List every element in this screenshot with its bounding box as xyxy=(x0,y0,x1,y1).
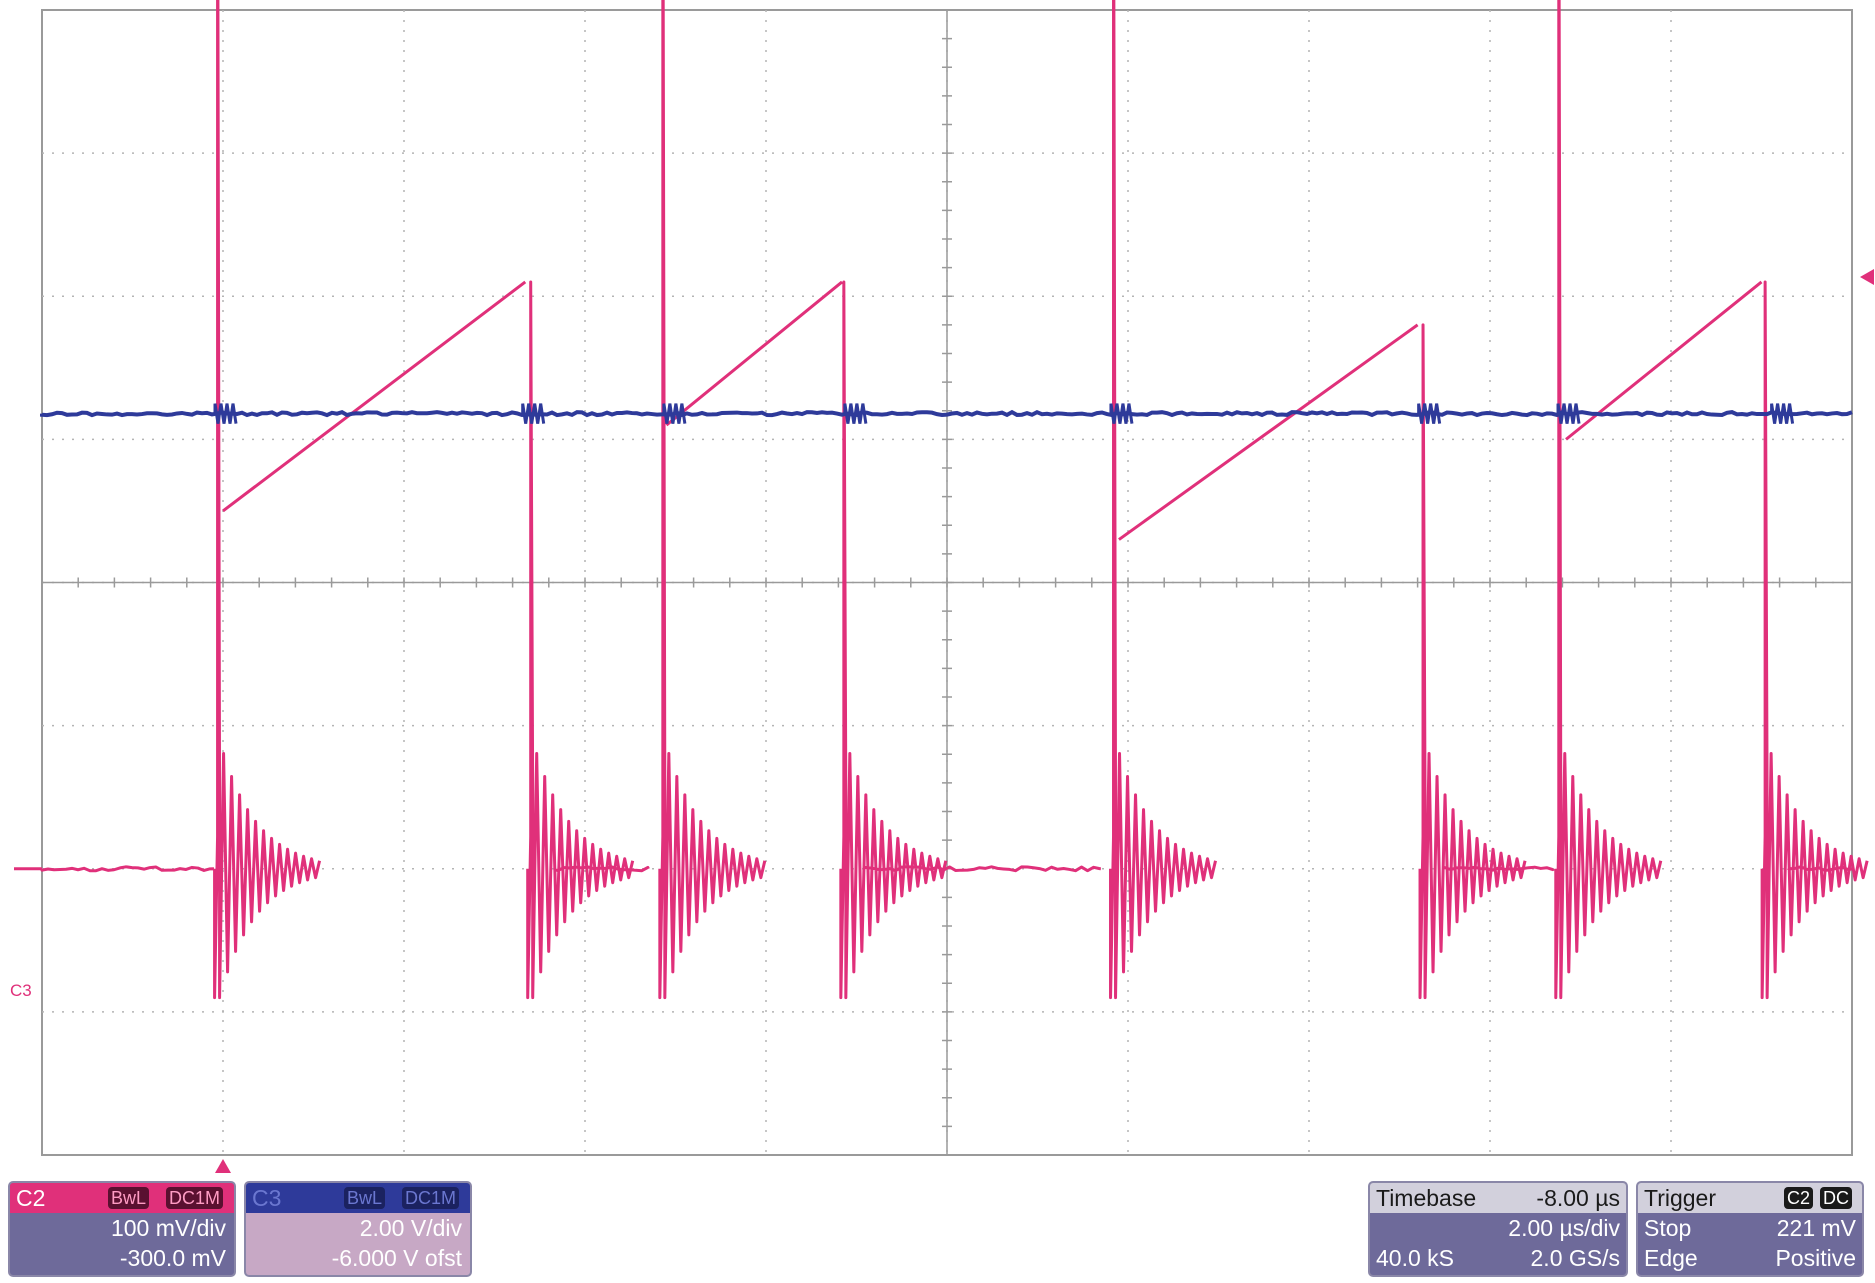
timebase-sample-rate: 2.0 GS/s xyxy=(1531,1243,1620,1273)
trigger-type: Edge xyxy=(1644,1243,1698,1273)
trigger-position-marker xyxy=(215,1159,231,1173)
c3-bandwidth-badge: BwL xyxy=(344,1187,385,1209)
c2-offset: -300.0 mV xyxy=(120,1243,226,1273)
trigger-label: Trigger xyxy=(1644,1183,1716,1213)
timebase-samples: 40.0 kS xyxy=(1376,1243,1454,1273)
timebase-panel-header: Timebase -8.00 µs xyxy=(1370,1183,1626,1213)
c3-scale-row: 2.00 V/div xyxy=(246,1213,470,1243)
c3-switching-glitch xyxy=(523,404,544,424)
c3-channel-name: C3 xyxy=(252,1183,281,1213)
c3-switching-glitch xyxy=(845,404,866,424)
c3-switching-glitch xyxy=(664,404,685,424)
timebase-scale-row: 2.00 µs/div xyxy=(1370,1213,1626,1243)
trigger-coupling-badge: DC xyxy=(1820,1187,1852,1209)
c2-channel-panel[interactable]: C2 BwL DC1M 100 mV/div -300.0 mV xyxy=(8,1181,236,1277)
timebase-sampling-row: 40.0 kS 2.0 GS/s xyxy=(1370,1243,1626,1273)
timebase-panel[interactable]: Timebase -8.00 µs 2.00 µs/div 40.0 kS 2.… xyxy=(1368,1181,1628,1277)
c2-bandwidth-badge: BwL xyxy=(108,1187,149,1209)
c2-scale-row: 100 mV/div xyxy=(10,1213,234,1243)
c3-switching-glitch xyxy=(1772,404,1793,424)
c3-waveform xyxy=(42,412,1852,415)
c2-coupling-badge: DC1M xyxy=(166,1187,223,1209)
c3-ground-label: C3 xyxy=(10,981,32,1001)
timebase-delay: -8.00 µs xyxy=(1536,1183,1620,1213)
c3-channel-panel[interactable]: C3 BwL DC1M 2.00 V/div -6.000 V ofst xyxy=(244,1181,472,1277)
c3-offset-row: -6.000 V ofst xyxy=(246,1243,470,1273)
trigger-type-row: Edge Positive xyxy=(1638,1243,1862,1273)
trigger-panel-header: Trigger C2 DC xyxy=(1638,1183,1862,1213)
c2-volts-per-div: 100 mV/div xyxy=(111,1213,226,1243)
c3-coupling-badge: DC1M xyxy=(402,1187,459,1209)
c3-offset: -6.000 V ofst xyxy=(332,1243,462,1273)
trigger-slope: Positive xyxy=(1775,1243,1856,1273)
trigger-level-marker xyxy=(1860,269,1874,285)
c2-panel-header: C2 BwL DC1M xyxy=(10,1183,234,1213)
c2-trace xyxy=(42,0,1867,998)
c3-volts-per-div: 2.00 V/div xyxy=(360,1213,462,1243)
trigger-level: 221 mV xyxy=(1777,1213,1856,1243)
c2-channel-name: C2 xyxy=(16,1183,45,1213)
trigger-source-badge: C2 xyxy=(1784,1187,1813,1209)
trigger-mode-row: Stop 221 mV xyxy=(1638,1213,1862,1243)
timebase-scale: 2.00 µs/div xyxy=(1508,1213,1620,1243)
c2-waveform xyxy=(42,0,1867,998)
trigger-mode: Stop xyxy=(1644,1213,1691,1243)
markers xyxy=(14,269,1874,1173)
trigger-panel[interactable]: Trigger C2 DC Stop 221 mV Edge Positive xyxy=(1636,1181,1864,1277)
timebase-label: Timebase xyxy=(1376,1183,1476,1213)
c2-offset-row: -300.0 mV xyxy=(10,1243,234,1273)
c3-panel-header: C3 BwL DC1M xyxy=(246,1183,470,1213)
graticule xyxy=(42,10,1852,1155)
